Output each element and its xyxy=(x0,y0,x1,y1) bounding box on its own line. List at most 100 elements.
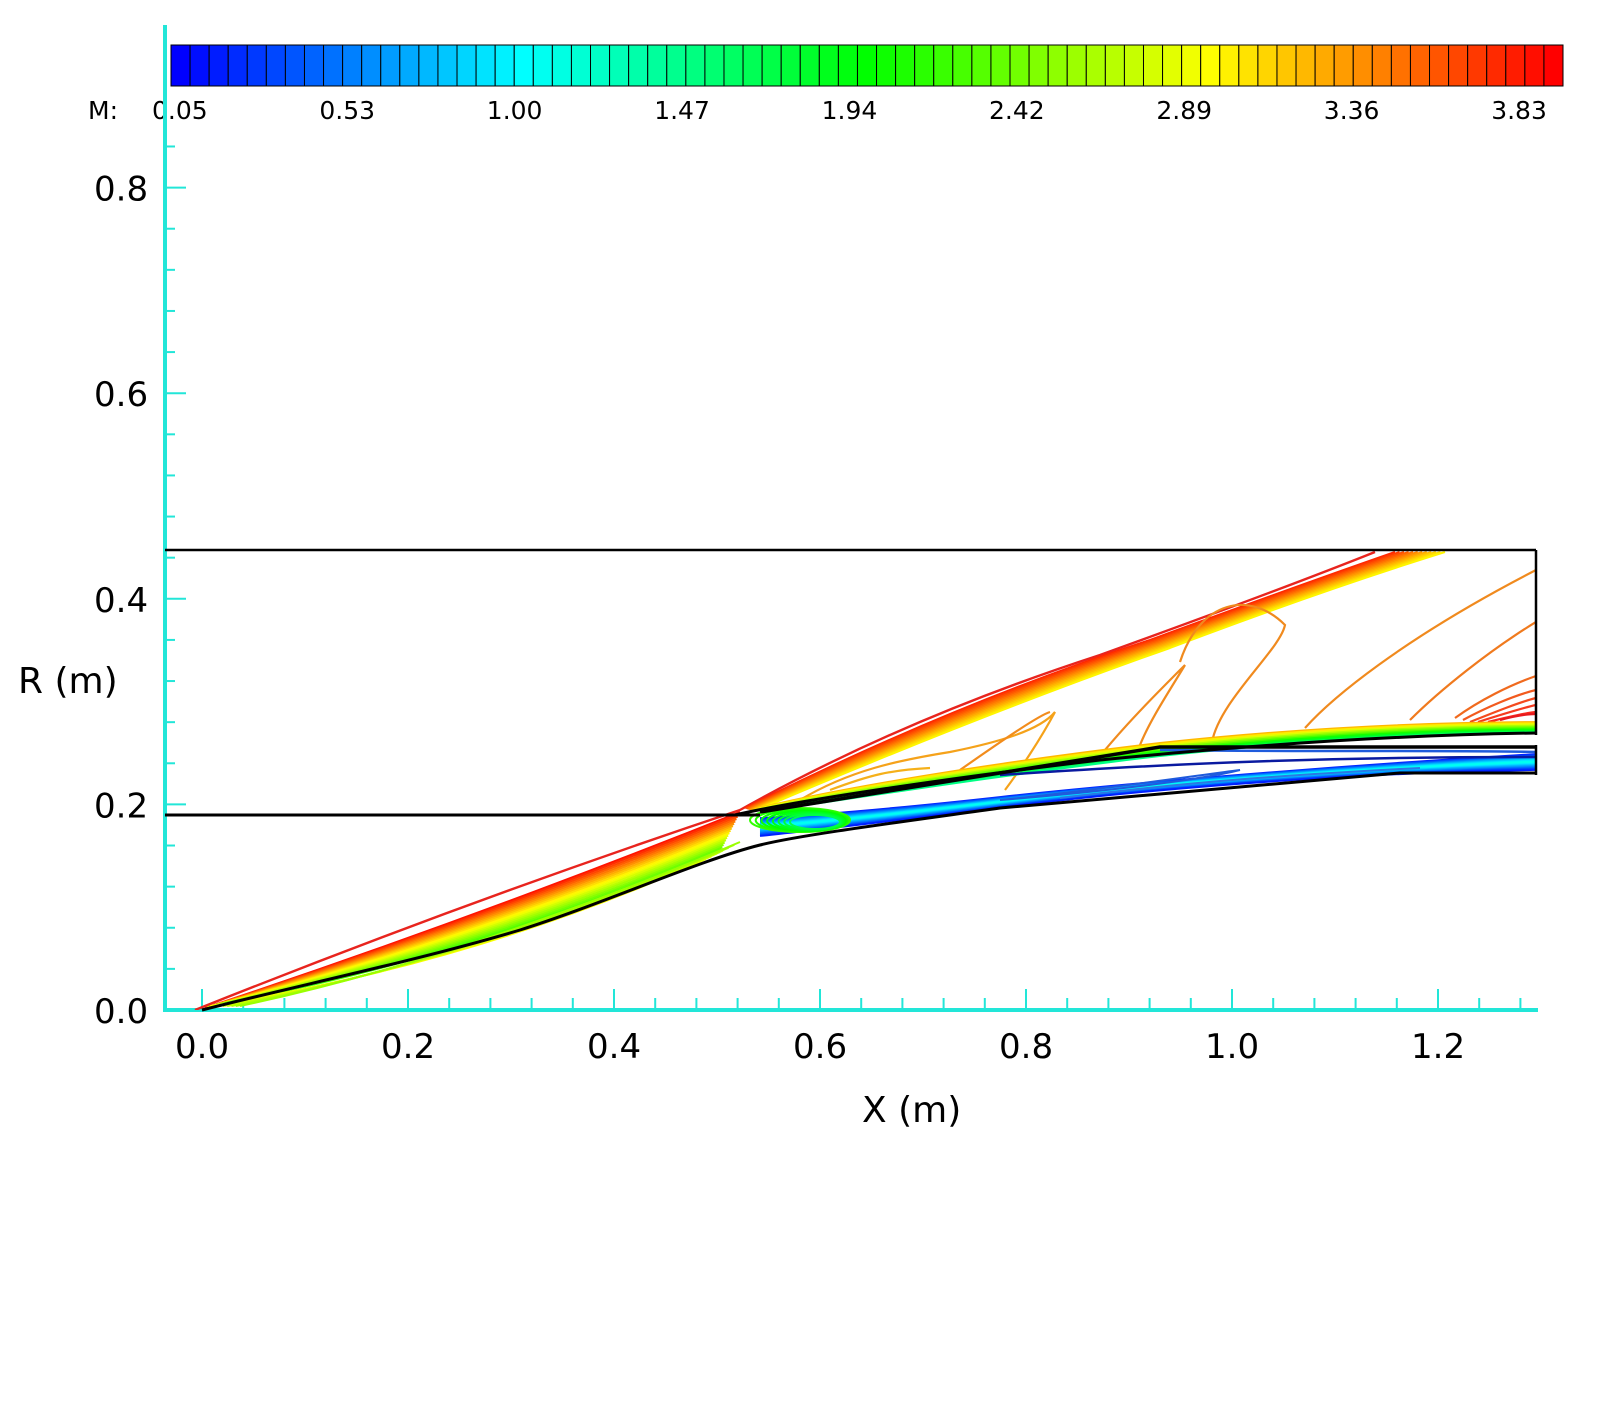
y-tick-label: 0.8 xyxy=(94,170,148,210)
colorbar-swatch xyxy=(532,44,553,87)
colorbar-swatch xyxy=(208,44,229,87)
outer-expansion-waves xyxy=(799,569,1536,801)
colorbar-swatch xyxy=(1333,44,1354,87)
colorbar-swatch xyxy=(1238,44,1259,87)
colorbar-swatch xyxy=(380,44,401,87)
colorbar-swatch xyxy=(551,44,572,87)
colorbar-swatch xyxy=(647,44,668,87)
colorbar-swatch xyxy=(666,44,687,87)
colorbar-tick-label: 0.05 xyxy=(152,96,208,125)
colorbar-swatch xyxy=(1028,44,1049,87)
colorbar-swatch xyxy=(1505,44,1526,87)
colorbar-swatch xyxy=(284,44,305,87)
colorbar-swatch xyxy=(1543,44,1564,87)
colorbar-swatch xyxy=(742,44,763,87)
colorbar-swatch xyxy=(1390,44,1411,87)
colorbar-swatch xyxy=(418,44,439,87)
colorbar-swatch xyxy=(1123,44,1144,87)
colorbar-swatch xyxy=(246,44,267,87)
colorbar-swatch xyxy=(990,44,1011,87)
colorbar-swatch xyxy=(1104,44,1125,87)
x-tick-label: 0.4 xyxy=(587,1027,641,1067)
x-ticks: 0.0 0.2 0.4 0.6 0.8 1.0 1.2 xyxy=(175,989,1522,1067)
colorbar-swatch xyxy=(761,44,782,87)
colorbar-swatch xyxy=(1219,44,1240,87)
colorbar-swatch xyxy=(456,44,477,87)
colorbar-swatch xyxy=(1429,44,1450,87)
colorbar-labels: M: 0.05 0.53 1.00 1.47 1.94 2.42 2.89 3.36 3.83 xyxy=(88,96,1547,125)
y-axis-title: R (m) xyxy=(18,661,118,702)
colorbar-swatch xyxy=(1257,44,1278,87)
colorbar-swatch xyxy=(513,44,534,87)
mach-contours xyxy=(194,550,1536,1010)
colorbar-swatch xyxy=(399,44,420,87)
colorbar-swatch xyxy=(475,44,496,87)
colorbar-swatch xyxy=(1467,44,1488,87)
colorbar-swatch xyxy=(265,44,286,87)
colorbar-swatch xyxy=(189,44,210,87)
x-tick-label: 1.2 xyxy=(1411,1027,1465,1067)
colorbar-swatch xyxy=(799,44,820,87)
colorbar-tick-label: 2.42 xyxy=(989,96,1045,125)
y-tick-label: 0.2 xyxy=(94,786,148,826)
colorbar-tick-label: 1.00 xyxy=(487,96,543,125)
colorbar-tick-label: 3.83 xyxy=(1491,96,1547,125)
colorbar-variable-label: M: xyxy=(88,96,118,125)
colorbar-swatch xyxy=(1047,44,1068,87)
axes: 0.0 0.2 0.4 0.6 0.8 0.0 0.2 0.4 0.6 0.8 1.0 1.2 xyxy=(94,25,1538,1067)
y-ticks: 0.0 0.2 0.4 0.6 0.8 xyxy=(94,145,186,1032)
colorbar-swatch xyxy=(570,44,592,87)
centerbody-surface xyxy=(201,771,1536,1012)
colorbar-swatch xyxy=(1162,44,1183,87)
colorbar-swatch xyxy=(895,44,916,87)
colorbar-swatch xyxy=(170,44,191,87)
y-tick-label: 0.0 xyxy=(94,992,148,1032)
colorbar-swatch xyxy=(609,44,630,87)
colorbar-swatch xyxy=(1409,44,1431,87)
x-tick-label: 0.2 xyxy=(381,1027,435,1067)
colorbar-tick-label: 2.89 xyxy=(1156,96,1212,125)
colorbar-swatch xyxy=(1524,44,1545,87)
cowl-inner-surface xyxy=(759,745,1536,814)
colorbar-swatch xyxy=(1085,44,1106,87)
colorbar-tick-label: 0.53 xyxy=(319,96,375,125)
colorbar-swatch xyxy=(685,44,706,87)
colorbar-swatch xyxy=(1142,44,1164,87)
colorbar-swatch xyxy=(342,44,363,87)
colorbar-swatch xyxy=(1295,44,1316,87)
colorbar-swatch xyxy=(1200,44,1221,87)
colorbar-swatch xyxy=(856,44,878,87)
colorbar-swatch xyxy=(933,44,954,87)
colorbar-swatch xyxy=(1314,44,1335,87)
colorbar-swatch xyxy=(818,44,839,87)
colorbar-swatch xyxy=(1352,44,1373,87)
colorbar-tick-label: 1.94 xyxy=(822,96,878,125)
colorbar-swatch xyxy=(952,44,973,87)
colorbar-swatch xyxy=(780,44,801,87)
colorbar-swatch xyxy=(704,44,725,87)
colorbar-swatch xyxy=(1066,44,1087,87)
colorbar-swatch xyxy=(971,44,992,87)
colorbar-swatch xyxy=(1181,44,1202,87)
geometry xyxy=(165,548,1538,1012)
colorbar-swatch xyxy=(914,44,935,87)
x-tick-label: 1.0 xyxy=(1205,1027,1259,1067)
cowl-outer-surface xyxy=(734,731,1537,817)
y-tick-label: 0.6 xyxy=(94,375,148,415)
colorbar-tick-label: 3.36 xyxy=(1324,96,1380,125)
y-tick-label: 0.4 xyxy=(94,581,148,621)
colorbar-swatch xyxy=(1009,44,1030,87)
colorbar-tick-label: 1.47 xyxy=(654,96,710,125)
x-tick-label: 0.6 xyxy=(793,1027,847,1067)
colorbar-swatch xyxy=(876,44,897,87)
colorbar-swatch xyxy=(837,44,858,87)
colorbar xyxy=(170,44,1564,87)
colorbar-swatch xyxy=(227,44,248,87)
colorbar-swatch xyxy=(1371,44,1392,87)
colorbar-swatch xyxy=(323,44,344,87)
colorbar-swatch xyxy=(1486,44,1507,87)
colorbar-swatch xyxy=(494,44,515,87)
colorbar-swatch xyxy=(437,44,458,87)
x-axis-title: X (m) xyxy=(862,1090,961,1131)
